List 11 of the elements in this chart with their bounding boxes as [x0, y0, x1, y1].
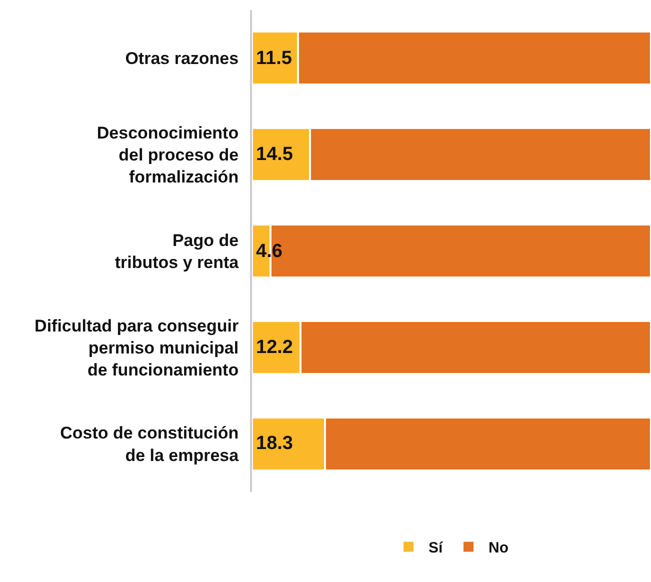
data-label: 14.5	[256, 144, 294, 165]
data-label: 18.3	[256, 433, 293, 454]
y-tick-label: Desconocimiento del proceso de formalización	[96, 123, 239, 187]
y-tick-label: Dificultad para conseguir permiso municipal de funcionamiento	[34, 316, 239, 380]
legend-label: Sí	[428, 540, 444, 557]
data-label: 11.5	[256, 48, 292, 69]
y-tick-label: Pago de tributos y renta	[114, 230, 240, 272]
legend-label: No	[488, 540, 509, 557]
data-label: 12.2	[256, 337, 293, 358]
y-tick-label: Costo de constitución de la empresa	[60, 424, 240, 465]
y-tick-label: Otras razones	[125, 49, 239, 68]
